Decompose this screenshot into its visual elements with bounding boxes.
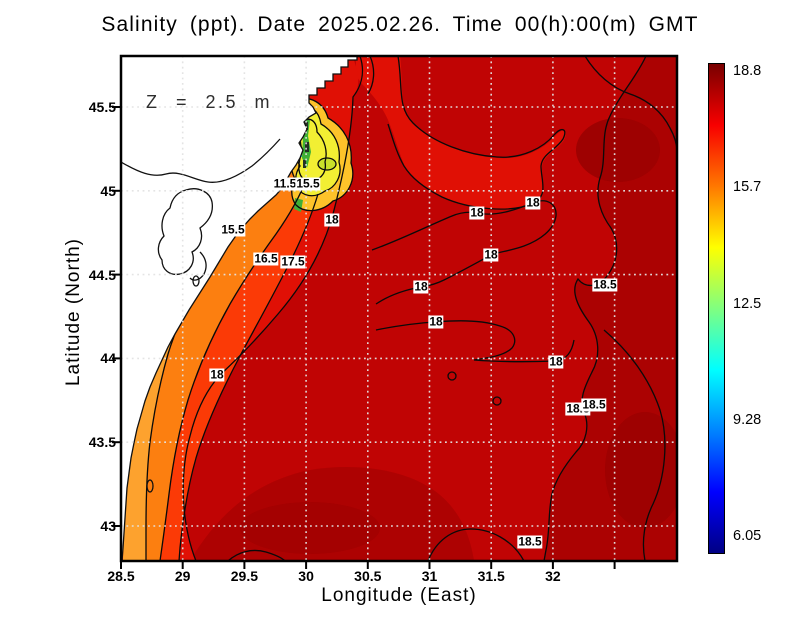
y-tick-label: 44.5 <box>88 266 116 283</box>
contour-value-label: 15.5 <box>295 176 321 191</box>
x-tick-label: 31.5 <box>477 568 505 584</box>
y-axis-title: Latitude (North) <box>63 238 84 387</box>
x-tick-label: 30.5 <box>354 568 382 584</box>
x-tick-label: 30 <box>298 568 314 584</box>
colorbar-tick-label: 18.8 <box>733 63 762 79</box>
y-tick-label: 44 <box>100 350 116 367</box>
plume-dark-speck-2 <box>305 142 309 152</box>
depth-annotation: Z = 2.5 m <box>146 92 273 112</box>
plume-core <box>318 158 336 170</box>
sea-patch-darker-3 <box>240 502 380 554</box>
x-tick-label: 32 <box>545 568 561 584</box>
contour-value-label: 18 <box>324 212 340 227</box>
contour-lines <box>145 56 677 561</box>
colorbar-tick-label: 12.5 <box>733 295 762 312</box>
colorbar <box>708 63 725 554</box>
y-tick-label: 45.5 <box>88 99 116 115</box>
x-tick-label: 28.5 <box>107 568 135 584</box>
contour-value-label: 17.5 <box>280 254 306 269</box>
x-axis-title: Longitude (East) <box>321 585 477 606</box>
contour-value-label: 18 <box>525 195 541 210</box>
contour-value-label: 18 <box>428 314 444 329</box>
colorbar-tick-label: 9.28 <box>733 411 762 428</box>
contour-value-label: 15.5 <box>220 222 246 237</box>
x-tick-label: 29.5 <box>230 568 259 584</box>
colorbar-tick-label: 15.7 <box>733 179 762 196</box>
contour-value-label: 18 <box>548 354 564 369</box>
y-tick-label: 43.5 <box>88 434 116 451</box>
contour-value-label: 18.5 <box>517 534 543 549</box>
contour-value-label: 11.5 <box>272 176 298 191</box>
graticule <box>121 56 677 561</box>
contour-value-label: 18 <box>413 279 429 294</box>
sea-patch-darker-2 <box>605 412 677 528</box>
sea-patch-darker-1 <box>576 118 660 182</box>
contour-value-label: 16.5 <box>253 251 279 266</box>
plot-title: Salinity (ppt). Date 2025.02.26. Time 00… <box>101 13 699 36</box>
land-mass <box>121 56 358 561</box>
contour-value-label: 18 <box>209 367 225 382</box>
contour-value-label: 18.5 <box>592 277 618 292</box>
plot-frame <box>119 54 679 563</box>
y-tick-label: 45 <box>100 182 116 199</box>
contour-value-label: 18 <box>483 247 499 262</box>
x-tick-label: 31 <box>421 568 438 584</box>
contour-value-label: 18 <box>469 205 485 220</box>
contour-value-label: 18.5 <box>581 397 607 412</box>
coastline-lagoons <box>121 138 281 493</box>
colorbar-tick-label: 6.05 <box>733 528 762 544</box>
plume-dark-speck-3 <box>303 160 306 168</box>
sea-region-orange <box>123 108 306 561</box>
y-tick-label: 43 <box>100 518 116 534</box>
x-tick-label: 29 <box>174 568 191 584</box>
axis-ticks <box>112 106 616 569</box>
